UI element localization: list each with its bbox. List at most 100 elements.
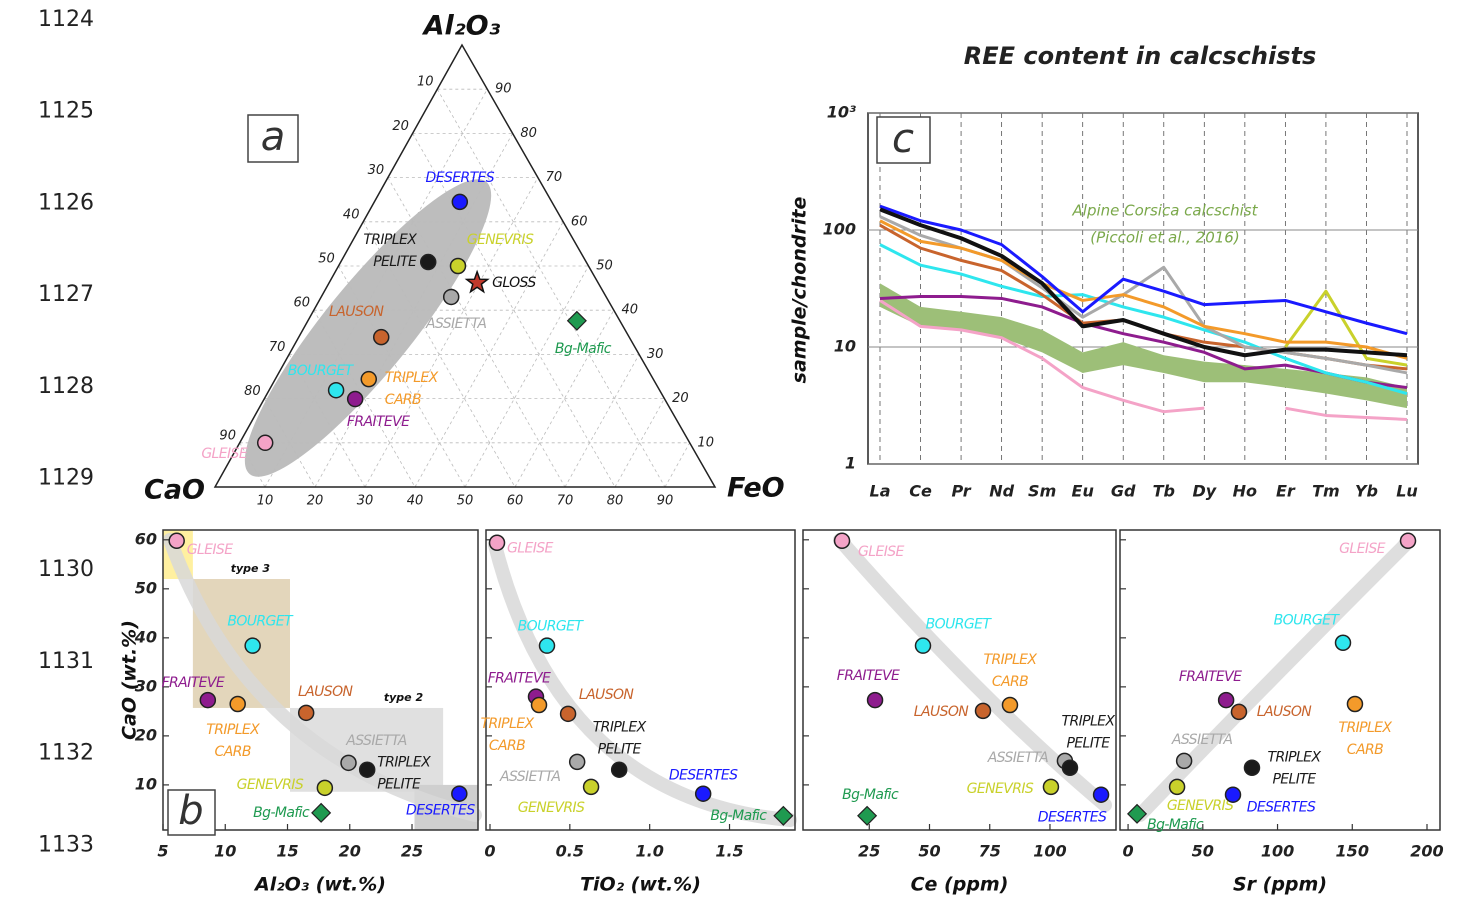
x-tick-label: 25 — [401, 842, 423, 861]
point-label: TRIPLEX — [385, 370, 439, 386]
line-number: 1133 — [38, 832, 94, 857]
trend-band — [163, 533, 482, 822]
tick-label: 10 — [417, 75, 434, 90]
x-tick-label: 5 — [157, 842, 168, 861]
point-label: GENEVRIS — [1167, 798, 1234, 814]
tick-label: 60 — [507, 494, 524, 509]
point-label: Bg-Mafic — [842, 787, 899, 803]
line — [879, 243, 1408, 396]
point — [1175, 752, 1193, 770]
point-label: PELITE — [377, 777, 421, 793]
point — [360, 370, 378, 388]
point — [297, 704, 315, 722]
grid-line — [314, 133, 513, 488]
x-axis-label: Al₂O₃ (wt.%) — [253, 874, 386, 896]
grid-line — [288, 354, 366, 488]
point — [530, 696, 548, 714]
line-number: 1131 — [38, 649, 94, 674]
plot-frame — [162, 529, 479, 831]
line — [879, 299, 1408, 422]
point-label: ASSIETTA — [425, 316, 486, 332]
x-tick-label: 15 — [276, 842, 298, 861]
x-tick-label: Ho — [1233, 482, 1257, 501]
point-label: Bg-Mafic — [555, 341, 612, 357]
point-label: TRIPLEX — [1268, 750, 1322, 766]
point — [311, 802, 332, 823]
x-tick-label: Tm — [1312, 482, 1340, 501]
tick-label: 10 — [697, 435, 714, 450]
point — [568, 753, 586, 771]
point — [340, 754, 357, 772]
tick-label: 20 — [672, 391, 689, 406]
grid-line — [412, 133, 616, 488]
x-tick-label: 100 — [1033, 842, 1066, 861]
x-tick-label: Lu — [1396, 482, 1418, 501]
tick-label: 80 — [607, 494, 624, 509]
chart-title: REE content in calcschists — [964, 42, 1317, 70]
point — [1399, 532, 1417, 550]
region — [192, 579, 290, 708]
point — [488, 534, 506, 551]
grid-line — [338, 265, 466, 488]
tick-label: 40 — [622, 303, 639, 318]
annotation: Alpine Corsica calcschist — [1072, 202, 1259, 220]
grid-line — [514, 310, 615, 488]
tick-label: 20 — [392, 119, 409, 134]
point-label: BOURGET — [288, 363, 355, 379]
panel-box — [247, 114, 299, 163]
point-label: TRIPLEX — [481, 716, 535, 732]
point-label: GLEISE — [1339, 541, 1386, 557]
tick-label: 80 — [244, 384, 261, 399]
tick-label: 30 — [368, 163, 385, 178]
line-number: 1125 — [38, 99, 94, 124]
x-tick-label: 0.5 — [556, 842, 584, 861]
tick-label: 60 — [571, 214, 588, 229]
point-label: BOURGET — [1274, 613, 1341, 629]
y-tick-label: 1 — [845, 454, 856, 473]
point-label: GLEISE — [858, 544, 905, 560]
point — [566, 310, 587, 331]
point-label: DESERTES — [1038, 810, 1107, 826]
tick-label: 40 — [407, 494, 424, 509]
point — [1224, 786, 1242, 803]
tick-label: 80 — [520, 126, 537, 141]
annotation: (Piccoli et al., 2016) — [1090, 229, 1239, 247]
point — [256, 434, 274, 452]
point-label: CARB — [1347, 742, 1383, 758]
tick-label: 50 — [457, 494, 474, 509]
line-number: 1126 — [38, 190, 94, 215]
point-label: PELITE — [373, 254, 417, 270]
point-label: Bg-Mafic — [1147, 817, 1204, 833]
y-tick-label: 40 — [134, 627, 157, 646]
x-tick-label: Dy — [1192, 482, 1216, 501]
point-label: GLOSS — [492, 275, 536, 291]
point — [1168, 778, 1186, 796]
x-tick-label: La — [870, 482, 891, 501]
grid-line — [239, 442, 266, 488]
x-tick-label: 10 — [214, 842, 236, 861]
point — [694, 785, 712, 802]
x-tick-label: 150 — [1336, 842, 1369, 861]
point-label: Bg-Mafic — [710, 808, 767, 824]
y-tick-label: 60 — [135, 529, 157, 548]
point — [1042, 778, 1060, 796]
point-label: GLEISE — [507, 541, 554, 557]
point-label: CARB — [992, 674, 1028, 690]
tick-label: 90 — [219, 428, 236, 443]
x-tick-label: Nd — [989, 482, 1014, 501]
point-label: CARB — [489, 738, 525, 754]
plot-frame — [485, 529, 796, 831]
point-label: LAUSON — [298, 684, 354, 700]
tick-label: 30 — [357, 494, 374, 509]
point — [449, 257, 467, 275]
point-label: GLEISE — [187, 542, 234, 558]
point-label: ASSIETTA — [987, 750, 1048, 766]
line-number: 1129 — [38, 466, 94, 491]
x-tick-label: 1.5 — [715, 842, 743, 861]
trend-band — [833, 533, 1112, 812]
point-label: FRAITEVE — [347, 414, 410, 430]
point-label: GENEVRIS — [967, 781, 1034, 797]
tick-label: 50 — [318, 252, 335, 267]
y-tick-label: 10 — [834, 337, 856, 356]
